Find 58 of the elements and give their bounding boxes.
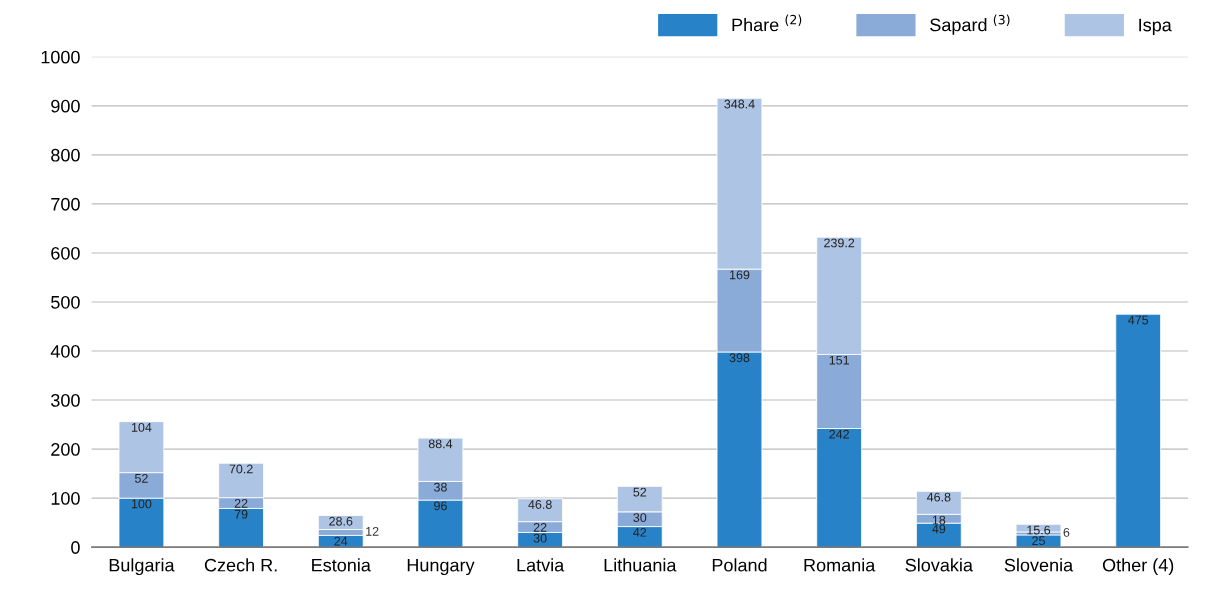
x-tick-label: Bulgaria	[109, 558, 175, 576]
data-label: 38	[433, 482, 447, 492]
y-tick-label: 1000	[41, 50, 80, 64]
y-tick-label: 800	[51, 148, 80, 162]
data-label: 15.6	[1027, 525, 1051, 535]
data-label: 42	[633, 527, 647, 537]
y-tick-label: 500	[51, 295, 80, 309]
data-label: 22	[533, 522, 547, 532]
bar	[1015, 523, 1062, 533]
data-label: 242	[829, 429, 849, 439]
y-tick-label: 900	[51, 99, 80, 113]
x-tick-label: Poland	[712, 558, 767, 572]
data-label: 30	[533, 533, 547, 543]
data-label: 12	[366, 526, 379, 536]
data-label: 169	[730, 270, 750, 280]
data-label: 348.4	[724, 99, 755, 109]
data-label: 6	[1063, 527, 1070, 537]
data-label: 96	[434, 501, 447, 511]
data-label: 49	[932, 524, 946, 534]
data-label: 25	[1032, 536, 1045, 546]
x-tick-label: Lithuania	[604, 558, 677, 572]
y-tick-label: 0	[71, 541, 80, 554]
data-label: 239.2	[824, 238, 855, 248]
data-label: 475	[1128, 315, 1149, 325]
data-label: 22	[234, 498, 248, 508]
data-label: 52	[134, 473, 148, 483]
data-label: 46.8	[926, 492, 951, 502]
data-label: 398	[729, 353, 750, 363]
legend-label: Ispa	[1139, 18, 1172, 35]
y-tick-label: 700	[51, 197, 80, 211]
data-label: 28.6	[329, 516, 353, 526]
data-label: 46.8	[528, 500, 552, 509]
data-label: 18	[932, 515, 946, 525]
data-label: 79	[234, 509, 248, 519]
data-label: 88.4	[428, 439, 453, 449]
data-label: 52	[633, 487, 647, 497]
y-tick-label: 300	[51, 394, 80, 407]
x-tick-label: Hungary	[407, 558, 475, 576]
bar	[1115, 313, 1162, 548]
y-tick-label: 200	[51, 443, 80, 456]
x-tick-label: Other (4)	[1102, 558, 1174, 576]
x-tick-label: Slovenia	[1004, 558, 1074, 572]
y-tick-label: 100	[51, 492, 80, 505]
x-tick-label: Romania	[804, 558, 876, 572]
data-label: 100	[131, 499, 152, 509]
y-tick-label: 600	[51, 246, 80, 260]
x-tick-label: Czech R.	[204, 558, 277, 572]
data-label: 24	[334, 536, 348, 546]
legend-label: Phare $^{(2)}$	[732, 14, 802, 32]
x-tick-label: Slovakia	[905, 558, 973, 572]
x-tick-label: Latvia	[517, 558, 565, 572]
data-label: 70.2	[229, 464, 253, 474]
data-label: 104	[131, 422, 152, 432]
x-tick-label: Estonia	[312, 558, 371, 572]
legend-label: Sapard $^{(3)}$	[930, 14, 1010, 35]
data-label: 30	[633, 513, 647, 523]
data-label: 151	[829, 355, 849, 365]
y-tick-label: 400	[50, 344, 80, 358]
